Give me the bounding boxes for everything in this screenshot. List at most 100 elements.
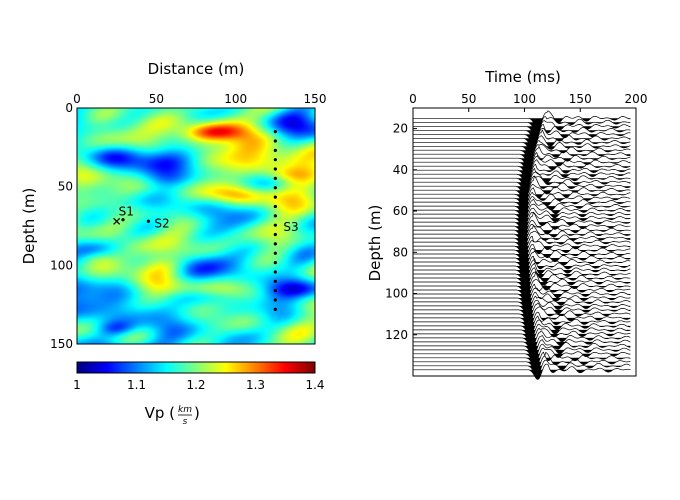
velocity-xlabel: Distance (m) [148, 60, 245, 78]
velocity-frame [76, 107, 316, 345]
seismogram-x-tick-label: 150 [569, 92, 592, 106]
seismogram-panel: Time (ms) Depth (m) 0 50 100 150 200 20 40 60 8… [366, 68, 647, 380]
receiver-dot [273, 167, 277, 171]
trace-fill [413, 290, 631, 300]
seismic-trace [413, 327, 631, 344]
receiver-label-s3: S3 [283, 220, 298, 234]
receiver-dot [273, 251, 277, 255]
seismogram-x-ticks: 0 50 100 150 200 [409, 92, 647, 112]
seismic-trace [413, 140, 631, 157]
trace-fill [413, 369, 631, 380]
source-cross-marker [113, 217, 121, 225]
seismic-trace [413, 155, 631, 173]
colorbar-label-main: Vp ( [145, 404, 175, 422]
seismogram-ylabel: Depth (m) [366, 205, 384, 282]
receiver-dot [273, 279, 277, 283]
velocity-x-ticks: 0 50 100 150 [73, 92, 326, 112]
seismic-trace [413, 164, 631, 181]
receiver-dot [273, 204, 277, 209]
receiver-dot [273, 214, 277, 218]
velocity-y-tick-label: 0 [65, 101, 73, 115]
trace-fill [413, 294, 631, 304]
seismogram-y-tick-label: 40 [393, 163, 408, 177]
seismic-trace [413, 347, 631, 364]
trace-fill [413, 282, 631, 292]
seismic-trace [413, 287, 631, 305]
seismic-traces [413, 110, 631, 380]
seismic-trace [413, 359, 631, 376]
source-receiver-markers: S1 S2 S3 [113, 130, 299, 311]
seismogram-y-ticks: 20 40 60 80 100 120 [385, 122, 417, 342]
velocity-x-tick-label: 100 [224, 92, 247, 106]
seismic-trace [413, 129, 631, 149]
source-dot-marker [121, 218, 125, 222]
trace-fill [413, 150, 631, 160]
seismogram-y-tick-label: 60 [393, 204, 408, 218]
seismogram-xlabel: Time (ms) [484, 68, 561, 86]
seismic-trace [413, 278, 631, 296]
receiver-dot [273, 270, 277, 274]
seismic-trace [413, 110, 631, 129]
colorbar-label-numerator: km [178, 405, 192, 415]
receiver-dot [273, 298, 277, 302]
receiver-dot [273, 242, 277, 246]
seismic-trace [413, 295, 631, 312]
colorbar-label-denominator: s [183, 417, 188, 427]
trace-fill [413, 178, 631, 188]
seismic-trace [413, 351, 631, 368]
receiver-dot [273, 148, 277, 152]
seismic-trace [413, 330, 631, 348]
seismic-trace [413, 159, 631, 177]
trace-fill [413, 278, 631, 288]
seismic-trace [413, 319, 631, 336]
source-label-s2: S2 [154, 216, 169, 230]
seismogram-x-tick-label: 0 [409, 92, 417, 106]
receiver-dot [273, 261, 277, 265]
seismic-trace [413, 343, 631, 360]
colorbar-tick-label: 1.3 [246, 378, 265, 392]
seismic-trace [413, 339, 631, 356]
colorbar-tick-label: 1.1 [127, 378, 146, 392]
velocity-y-tick-label: 50 [58, 180, 73, 194]
seismogram-y-tick-label: 20 [393, 122, 408, 136]
seismic-trace [413, 302, 631, 320]
seismic-trace [413, 323, 631, 340]
colorbar-ticks: 1 1.1 1.2 1.3 1.4 [73, 378, 324, 392]
receiver-dot [273, 186, 277, 190]
seismic-trace [413, 315, 631, 332]
velocity-field [77, 108, 315, 344]
seismic-trace [413, 311, 631, 328]
seismic-trace [413, 144, 631, 161]
colorbar-tick-label: 1.4 [305, 378, 324, 392]
seismic-trace [413, 283, 631, 300]
seismic-trace [413, 167, 631, 185]
receiver-dot [273, 195, 277, 199]
colorbar-tick-label: 1.2 [186, 378, 205, 392]
seismogram-x-tick-label: 200 [625, 92, 648, 106]
seismogram-y-tick-label: 100 [385, 287, 408, 301]
colorbar-label-close: ) [194, 404, 200, 422]
source-dot-marker [146, 219, 150, 223]
seismic-trace [413, 306, 631, 324]
seismogram-frame [412, 107, 637, 377]
receiver-dot [273, 307, 277, 311]
seismic-trace [413, 135, 631, 153]
velocity-y-tick-label: 100 [50, 258, 73, 272]
seismic-trace [413, 151, 631, 169]
trace-fill [413, 170, 631, 180]
seismic-trace [413, 352, 631, 372]
seismic-trace [413, 120, 631, 137]
receiver-dot [273, 158, 277, 162]
velocity-x-tick-label: 50 [149, 92, 164, 106]
seismic-trace [413, 363, 631, 380]
trace-fill [413, 333, 631, 344]
trace-fill [413, 298, 631, 308]
trace-fill [413, 365, 631, 376]
seismogram-y-tick-label: 80 [393, 245, 408, 259]
seismic-trace [413, 145, 631, 165]
velocity-x-tick-label: 0 [73, 92, 81, 106]
seismic-trace [413, 291, 631, 308]
source-label-s1: S1 [119, 204, 134, 218]
receiver-dot [273, 232, 277, 237]
colorbar [77, 362, 315, 373]
